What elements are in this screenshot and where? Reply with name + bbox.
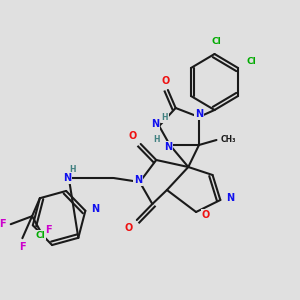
Text: N: N bbox=[134, 175, 142, 185]
Text: Cl: Cl bbox=[212, 38, 221, 46]
Text: Cl: Cl bbox=[35, 230, 45, 239]
Text: F: F bbox=[19, 242, 26, 252]
Text: CH₃: CH₃ bbox=[220, 136, 236, 145]
Text: F: F bbox=[0, 219, 5, 229]
Text: N: N bbox=[151, 119, 159, 129]
Text: Cl: Cl bbox=[247, 58, 256, 67]
Text: O: O bbox=[202, 210, 210, 220]
Text: H: H bbox=[162, 113, 168, 122]
Text: H: H bbox=[153, 134, 160, 143]
Text: O: O bbox=[129, 131, 137, 141]
Text: N: N bbox=[226, 193, 234, 203]
Text: O: O bbox=[125, 223, 133, 233]
Text: N: N bbox=[195, 109, 203, 119]
Text: F: F bbox=[45, 225, 52, 235]
Text: O: O bbox=[162, 76, 170, 86]
Text: H: H bbox=[69, 166, 76, 175]
Text: N: N bbox=[164, 142, 172, 152]
Text: N: N bbox=[63, 173, 71, 183]
Text: N: N bbox=[91, 204, 99, 214]
